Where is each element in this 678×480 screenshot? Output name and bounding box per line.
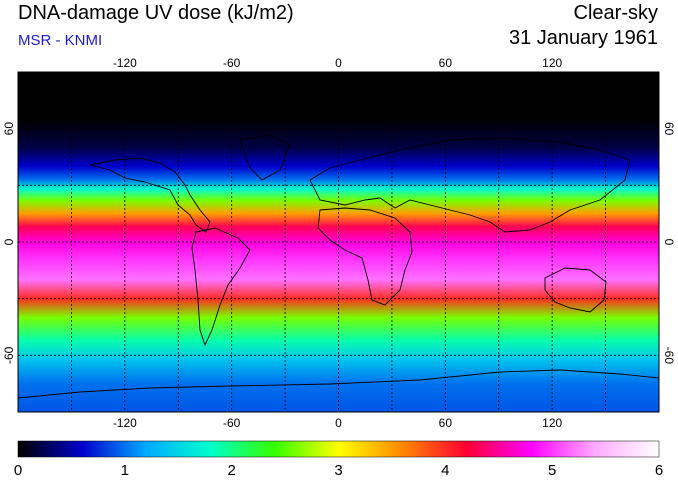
longitude-tick-label: -60 — [223, 416, 241, 430]
colorbar-tick-label: 6 — [655, 462, 663, 479]
graticule — [18, 72, 659, 412]
colorbar — [17, 440, 660, 458]
coastline-australia — [544, 267, 607, 313]
colorbar-tick-label: 3 — [334, 462, 342, 479]
credit-label: MSR - KNMI — [18, 32, 103, 49]
date-label: 31 January 1961 — [508, 27, 658, 49]
colorbar-tick-label: 4 — [441, 462, 449, 479]
latitude-tick-label: 60 — [662, 122, 676, 136]
map-frame — [17, 71, 660, 413]
latitude-tick-label: 60 — [2, 122, 16, 136]
colorbar-tick-label: 0 — [14, 462, 22, 479]
longitude-tick-label: 60 — [439, 56, 453, 70]
latitude-tick-label: 0 — [2, 238, 16, 245]
colorbar-tick-label: 2 — [227, 462, 235, 479]
longitude-tick-label: 60 — [439, 416, 453, 430]
longitude-tick-label: 120 — [542, 416, 562, 430]
longitude-tick-label: 0 — [335, 416, 342, 430]
longitude-tick-label: 0 — [335, 56, 342, 70]
longitude-labels-bottom: -120 -60 0 60 120 — [113, 416, 563, 430]
coastline-antarctica — [17, 369, 660, 399]
longitude-labels-top: -120 -60 0 60 120 — [113, 56, 563, 70]
latitude-tick-label: -60 — [2, 346, 16, 364]
coastline-africa — [317, 207, 413, 306]
coastline-eurasia — [309, 137, 631, 233]
longitude-tick-label: 120 — [542, 56, 562, 70]
map-title: DNA-damage UV dose (kJ/m2) — [18, 2, 294, 24]
longitude-tick-label: -60 — [223, 56, 241, 70]
coastline-north-america — [89, 157, 211, 233]
colorbar-tick-label: 5 — [548, 462, 556, 479]
latitude-labels-right: 60 0 -60 — [662, 122, 676, 364]
sky-condition-label: Clear-sky — [573, 2, 658, 24]
latitude-tick-label: -60 — [662, 347, 676, 365]
latitude-tick-label: 0 — [662, 239, 676, 246]
latitude-labels-left: 60 0 -60 — [2, 122, 16, 364]
coastline-south-america — [191, 227, 251, 347]
coastline-greenland — [239, 134, 291, 181]
colorbar-tick-label: 1 — [121, 462, 129, 479]
colorbar-labels: 0 1 2 3 4 5 6 — [14, 462, 663, 479]
longitude-tick-label: -120 — [113, 416, 137, 430]
longitude-tick-label: -120 — [113, 56, 137, 70]
coastlines — [17, 134, 660, 399]
